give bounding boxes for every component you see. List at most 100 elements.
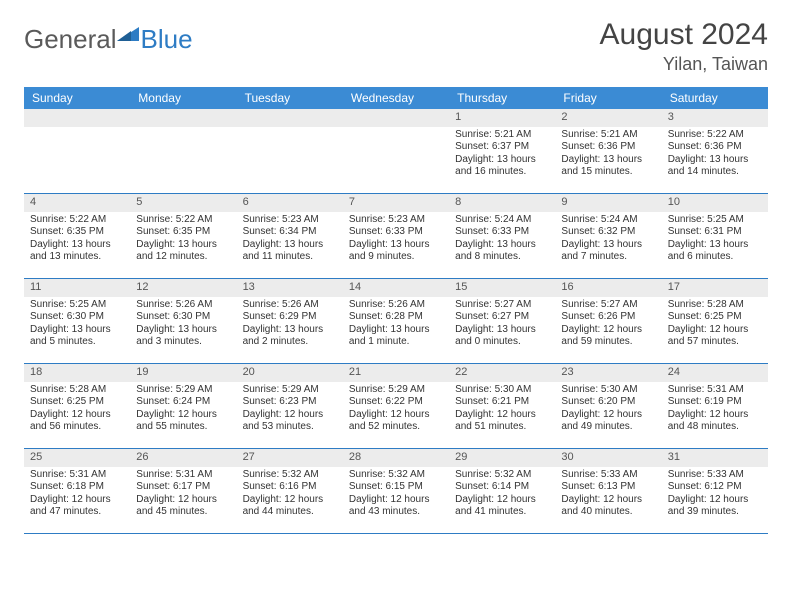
day-detail-line: Daylight: 12 hours — [668, 494, 762, 507]
day-details: Sunrise: 5:33 AMSunset: 6:13 PMDaylight:… — [555, 469, 661, 523]
day-detail-line: Sunrise: 5:32 AM — [243, 469, 337, 482]
day-detail-line: Sunrise: 5:22 AM — [668, 129, 762, 142]
day-cell: 20 Sunrise: 5:29 AMSunset: 6:23 PMDayligh… — [237, 364, 343, 448]
day-cell: 29Sunrise: 5:32 AMSunset: 6:14 PMDayligh… — [449, 449, 555, 533]
day-number: 21 — [343, 364, 449, 382]
day-number: 17 — [662, 279, 768, 297]
day-number: 25 — [24, 449, 130, 467]
day-details: Sunrise: 5:24 AMSunset: 6:32 PMDaylight:… — [555, 214, 661, 268]
day-detail-line: Sunrise: 5:22 AM — [30, 214, 124, 227]
day-detail-line: and 56 minutes. — [30, 421, 124, 434]
day-cell — [24, 109, 130, 193]
day-detail-line: and 14 minutes. — [668, 166, 762, 179]
day-detail-line: Daylight: 13 hours — [243, 324, 337, 337]
day-number: 18 — [24, 364, 130, 382]
week-row: 11Sunrise: 5:25 AMSunset: 6:30 PMDayligh… — [24, 279, 768, 364]
day-detail-line: Sunset: 6:33 PM — [455, 226, 549, 239]
day-cell: 31 Sunrise: 5:33 AMSunset: 6:12 PMDayligh… — [662, 449, 768, 533]
day-details: Sunrise: 5:29 AMSunset: 6:23 PMDaylight:… — [237, 384, 343, 438]
day-detail-line: Sunset: 6:19 PM — [668, 396, 762, 409]
day-detail-line: Sunrise: 5:29 AM — [136, 384, 230, 397]
day-details: Sunrise: 5:33 AMSunset: 6:12 PMDaylight:… — [662, 469, 768, 523]
day-detail-line: Sunrise: 5:26 AM — [349, 299, 443, 312]
day-cell: 25Sunrise: 5:31 AMSunset: 6:18 PMDayligh… — [24, 449, 130, 533]
day-cell: 21Sunrise: 5:29 AMSunset: 6:22 PMDayligh… — [343, 364, 449, 448]
day-detail-line: and 12 minutes. — [136, 251, 230, 264]
day-detail-line: Daylight: 12 hours — [136, 409, 230, 422]
day-cell: 8Sunrise: 5:24 AMSunset: 6:33 PMDaylight… — [449, 194, 555, 278]
day-details: Sunrise: 5:29 AMSunset: 6:24 PMDaylight:… — [130, 384, 236, 438]
day-details: Sunrise: 5:32 AMSunset: 6:15 PMDaylight:… — [343, 469, 449, 523]
day-cell — [130, 109, 236, 193]
day-cell: 23Sunrise: 5:30 AMSunset: 6:20 PMDayligh… — [555, 364, 661, 448]
day-detail-line: Sunset: 6:22 PM — [349, 396, 443, 409]
day-detail-line: Sunrise: 5:24 AM — [561, 214, 655, 227]
day-detail-line: Daylight: 13 hours — [561, 154, 655, 167]
day-detail-line: Sunrise: 5:22 AM — [136, 214, 230, 227]
day-cell — [343, 109, 449, 193]
day-details: Sunrise: 5:28 AMSunset: 6:25 PMDaylight:… — [24, 384, 130, 438]
weekday-cell: Monday — [130, 87, 236, 109]
day-detail-line: and 9 minutes. — [349, 251, 443, 264]
day-details: Sunrise: 5:31 AMSunset: 6:19 PMDaylight:… — [662, 384, 768, 438]
day-detail-line: Sunset: 6:21 PM — [455, 396, 549, 409]
day-detail-line: Sunrise: 5:30 AM — [561, 384, 655, 397]
day-detail-line: Sunrise: 5:32 AM — [455, 469, 549, 482]
day-detail-line: Sunset: 6:33 PM — [349, 226, 443, 239]
day-detail-line: Daylight: 12 hours — [243, 494, 337, 507]
day-number: 2 — [555, 109, 661, 127]
day-detail-line: Daylight: 13 hours — [349, 239, 443, 252]
day-number: 26 — [130, 449, 236, 467]
day-details: Sunrise: 5:32 AMSunset: 6:16 PMDaylight:… — [237, 469, 343, 523]
day-detail-line: Sunrise: 5:26 AM — [136, 299, 230, 312]
day-detail-line: Daylight: 12 hours — [349, 409, 443, 422]
day-detail-line: Sunrise: 5:31 AM — [668, 384, 762, 397]
day-detail-line: and 52 minutes. — [349, 421, 443, 434]
logo-text-general: General — [24, 24, 117, 55]
day-details: Sunrise: 5:26 AMSunset: 6:30 PMDaylight:… — [130, 299, 236, 353]
day-detail-line: and 13 minutes. — [30, 251, 124, 264]
day-details: Sunrise: 5:23 AMSunset: 6:33 PMDaylight:… — [343, 214, 449, 268]
day-number: 31 — [662, 449, 768, 467]
day-detail-line: Sunrise: 5:23 AM — [349, 214, 443, 227]
day-number: 15 — [449, 279, 555, 297]
day-detail-line: Sunrise: 5:29 AM — [243, 384, 337, 397]
day-detail-line: Sunset: 6:36 PM — [668, 141, 762, 154]
day-detail-line: and 41 minutes. — [455, 506, 549, 519]
day-cell: 10Sunrise: 5:25 AMSunset: 6:31 PMDayligh… — [662, 194, 768, 278]
day-detail-line: and 0 minutes. — [455, 336, 549, 349]
day-detail-line: Sunset: 6:17 PM — [136, 481, 230, 494]
day-detail-line: Sunrise: 5:21 AM — [561, 129, 655, 142]
day-detail-line: Sunset: 6:32 PM — [561, 226, 655, 239]
day-detail-line: Daylight: 12 hours — [30, 494, 124, 507]
day-cell: 9 Sunrise: 5:24 AMSunset: 6:32 PMDaylight… — [555, 194, 661, 278]
day-detail-line: Sunset: 6:20 PM — [561, 396, 655, 409]
day-detail-line: Daylight: 13 hours — [668, 154, 762, 167]
day-number: 23 — [555, 364, 661, 382]
day-details: Sunrise: 5:32 AMSunset: 6:14 PMDaylight:… — [449, 469, 555, 523]
day-number: 20 — [237, 364, 343, 382]
day-detail-line: Sunset: 6:31 PM — [668, 226, 762, 239]
weekday-cell: Thursday — [449, 87, 555, 109]
weekday-cell: Friday — [555, 87, 661, 109]
day-cell: 27 Sunrise: 5:32 AMSunset: 6:16 PMDayligh… — [237, 449, 343, 533]
day-cell: 14Sunrise: 5:26 AMSunset: 6:28 PMDayligh… — [343, 279, 449, 363]
day-number: 28 — [343, 449, 449, 467]
day-detail-line: and 49 minutes. — [561, 421, 655, 434]
day-details: Sunrise: 5:27 AMSunset: 6:27 PMDaylight:… — [449, 299, 555, 353]
day-detail-line: Daylight: 12 hours — [136, 494, 230, 507]
day-number: 27 — [237, 449, 343, 467]
day-detail-line: Sunrise: 5:33 AM — [561, 469, 655, 482]
day-detail-line: Daylight: 13 hours — [136, 324, 230, 337]
day-detail-line: Daylight: 12 hours — [455, 494, 549, 507]
day-detail-line: Daylight: 13 hours — [455, 154, 549, 167]
day-detail-line: Sunset: 6:15 PM — [349, 481, 443, 494]
day-detail-line: Sunrise: 5:25 AM — [30, 299, 124, 312]
day-detail-line: Sunset: 6:24 PM — [136, 396, 230, 409]
day-cell: 4Sunrise: 5:22 AMSunset: 6:35 PMDaylight… — [24, 194, 130, 278]
day-detail-line: Sunset: 6:14 PM — [455, 481, 549, 494]
day-number: 9 — [555, 194, 661, 212]
day-detail-line: Sunset: 6:13 PM — [561, 481, 655, 494]
day-cell: 5Sunrise: 5:22 AMSunset: 6:35 PMDaylight… — [130, 194, 236, 278]
day-detail-line: Sunset: 6:12 PM — [668, 481, 762, 494]
